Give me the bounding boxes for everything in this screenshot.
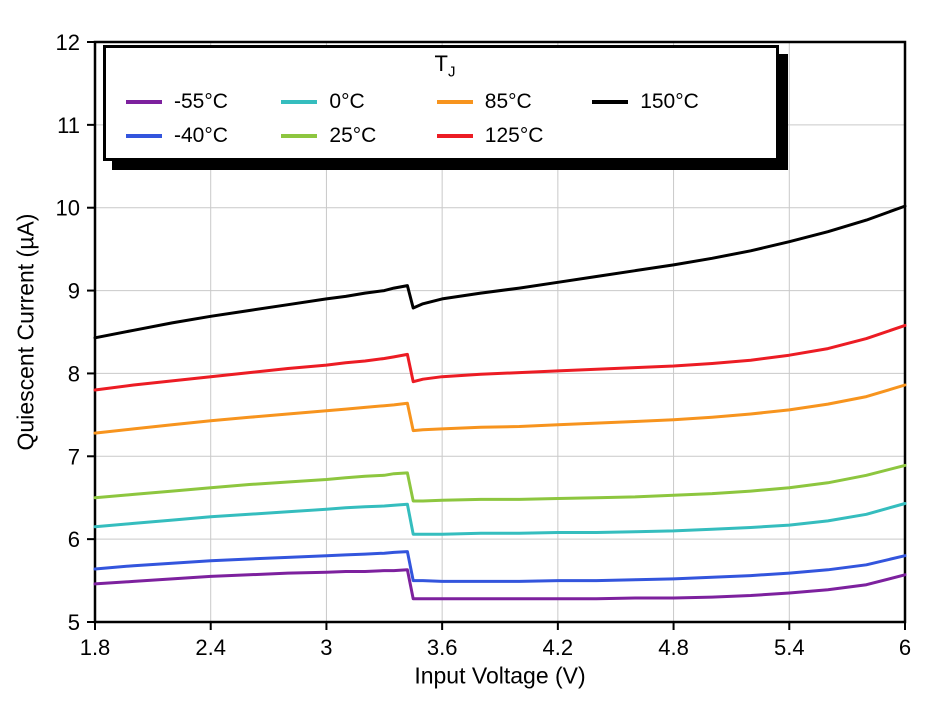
plot-border <box>93 40 907 624</box>
legend-item-0°C: 0°C <box>281 90 430 114</box>
y-tick-label: 8 <box>68 361 80 386</box>
series-line-85°C <box>93 383 907 435</box>
legend-label--40°C: -40°C <box>174 124 228 148</box>
legend-swatch-0°C <box>281 100 318 105</box>
legend-label-0°C: 0°C <box>329 90 365 114</box>
legend: TJ -55°C 0°C 85°C 150°C -40°C 25°C 125°C <box>103 45 779 162</box>
legend-item--55°C: -55°C <box>126 90 275 114</box>
legend-items: -55°C 0°C 85°C 150°C -40°C 25°C 125°C <box>126 90 764 148</box>
x-tick-label: 3.6 <box>427 635 458 660</box>
legend-item--40°C: -40°C <box>126 124 275 148</box>
y-tick-label: 10 <box>56 196 80 221</box>
legend-title-main: T <box>434 51 448 76</box>
legend-label-125°C: 125°C <box>484 124 544 148</box>
x-tick-label: 1.8 <box>80 635 111 660</box>
legend-label--55°C: -55°C <box>174 90 228 114</box>
x-tick-label: 4.2 <box>543 635 574 660</box>
legend-label-85°C: 85°C <box>484 90 532 114</box>
legend-swatch--40°C <box>126 134 162 139</box>
x-tick-label: 3 <box>320 635 332 660</box>
series-line-25°C <box>93 463 907 503</box>
y-tick-label: 11 <box>57 113 80 138</box>
y-axis-label: Quiescent Current (µA) <box>12 213 39 451</box>
series-line-0°C <box>93 502 907 536</box>
x-tick-label: 5.4 <box>774 635 805 660</box>
series-line--55°C <box>93 568 907 601</box>
x-tick-label: 4.8 <box>658 635 689 660</box>
legend-label-25°C: 25°C <box>329 124 377 148</box>
y-tick-label: 9 <box>68 279 80 304</box>
legend-swatch-85°C <box>436 100 473 105</box>
y-tick-label: 12 <box>56 30 80 55</box>
legend-swatch--55°C <box>126 100 162 105</box>
legend-item-125°C: 125°C <box>436 124 586 148</box>
legend-item-150°C: 150°C <box>592 90 764 114</box>
legend-item-25°C: 25°C <box>281 124 430 148</box>
legend-item-85°C: 85°C <box>436 90 586 114</box>
legend-title: TJ <box>126 50 764 86</box>
x-tick-label: 6 <box>899 635 911 660</box>
y-tick-label: 6 <box>68 527 80 552</box>
series-line-150°C <box>93 204 907 340</box>
legend-title-sub: J <box>447 63 456 81</box>
y-tick-label: 7 <box>68 444 80 469</box>
y-tick-label: 5 <box>68 610 80 635</box>
series-line--40°C <box>93 550 907 583</box>
legend-swatch-150°C <box>592 100 629 105</box>
x-axis-label: Input Voltage (V) <box>414 662 586 689</box>
legend-swatch-125°C <box>436 134 473 139</box>
x-tick-label: 2.4 <box>195 635 226 660</box>
series-line-125°C <box>93 323 907 392</box>
legend-label-150°C: 150°C <box>640 90 699 114</box>
legend-swatch-25°C <box>281 134 318 139</box>
